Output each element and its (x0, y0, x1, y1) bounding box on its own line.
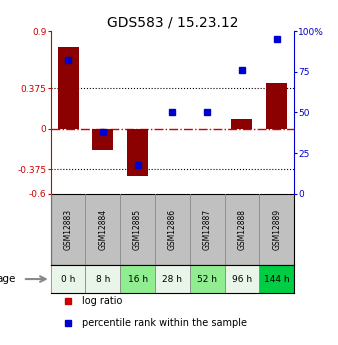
Bar (155, 265, 190, 293)
Text: percentile rank within the sample: percentile rank within the sample (82, 318, 247, 328)
Text: 28 h: 28 h (162, 275, 183, 284)
Text: 96 h: 96 h (232, 275, 252, 284)
Text: GSM12884: GSM12884 (98, 209, 107, 250)
Bar (190, 265, 224, 293)
Text: GSM12887: GSM12887 (203, 209, 212, 250)
Text: 144 h: 144 h (264, 275, 289, 284)
Bar (266, 83, 287, 129)
Text: 16 h: 16 h (127, 275, 148, 284)
Text: 8 h: 8 h (96, 275, 110, 284)
Text: 0 h: 0 h (61, 275, 75, 284)
Text: GSM12888: GSM12888 (237, 209, 246, 250)
Title: GDS583 / 15.23.12: GDS583 / 15.23.12 (106, 16, 238, 30)
Text: GSM12883: GSM12883 (64, 209, 73, 250)
Text: log ratio: log ratio (82, 296, 123, 306)
Bar (224, 265, 259, 293)
Text: GSM12886: GSM12886 (168, 209, 177, 250)
Text: GSM12885: GSM12885 (133, 209, 142, 250)
Text: GSM12889: GSM12889 (272, 209, 281, 250)
Text: age: age (0, 274, 16, 284)
Bar (127, 129, 148, 177)
Bar (58, 47, 78, 129)
Bar (120, 265, 155, 293)
Bar (86, 265, 120, 293)
Text: 52 h: 52 h (197, 275, 217, 284)
Bar (232, 119, 252, 129)
Bar (92, 129, 113, 150)
Bar (259, 265, 294, 293)
Bar (51, 265, 86, 293)
